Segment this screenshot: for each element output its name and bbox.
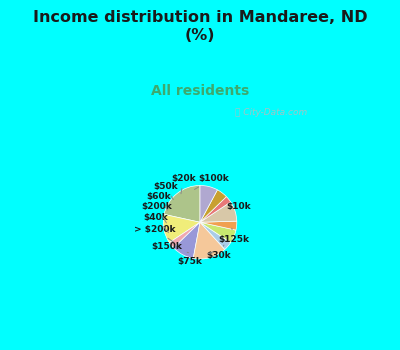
Text: $75k: $75k <box>177 252 213 266</box>
Text: Income distribution in Mandaree, ND
(%): Income distribution in Mandaree, ND (%) <box>33 10 367 43</box>
Wedge shape <box>163 215 200 243</box>
Text: $150k: $150k <box>151 242 188 253</box>
Wedge shape <box>174 222 200 258</box>
Text: $20k: $20k <box>171 174 196 194</box>
Text: $30k: $30k <box>206 245 231 260</box>
Wedge shape <box>200 202 237 222</box>
Wedge shape <box>200 186 218 222</box>
Text: $50k: $50k <box>153 182 178 199</box>
Wedge shape <box>169 222 200 248</box>
Text: All residents: All residents <box>151 84 249 98</box>
Wedge shape <box>193 222 225 259</box>
Text: $100k: $100k <box>194 174 229 189</box>
Wedge shape <box>164 186 200 222</box>
Wedge shape <box>200 197 231 222</box>
Text: $10k: $10k <box>223 198 251 211</box>
Text: ⓘ City-Data.com: ⓘ City-Data.com <box>236 108 308 117</box>
Text: $125k: $125k <box>218 228 249 244</box>
Wedge shape <box>200 222 236 243</box>
Wedge shape <box>200 190 226 222</box>
Wedge shape <box>200 221 237 230</box>
Text: $40k: $40k <box>144 213 168 233</box>
Text: $60k: $60k <box>147 192 172 210</box>
Wedge shape <box>200 222 231 250</box>
Text: $200k: $200k <box>142 202 172 223</box>
Text: > $200k: > $200k <box>134 225 176 242</box>
